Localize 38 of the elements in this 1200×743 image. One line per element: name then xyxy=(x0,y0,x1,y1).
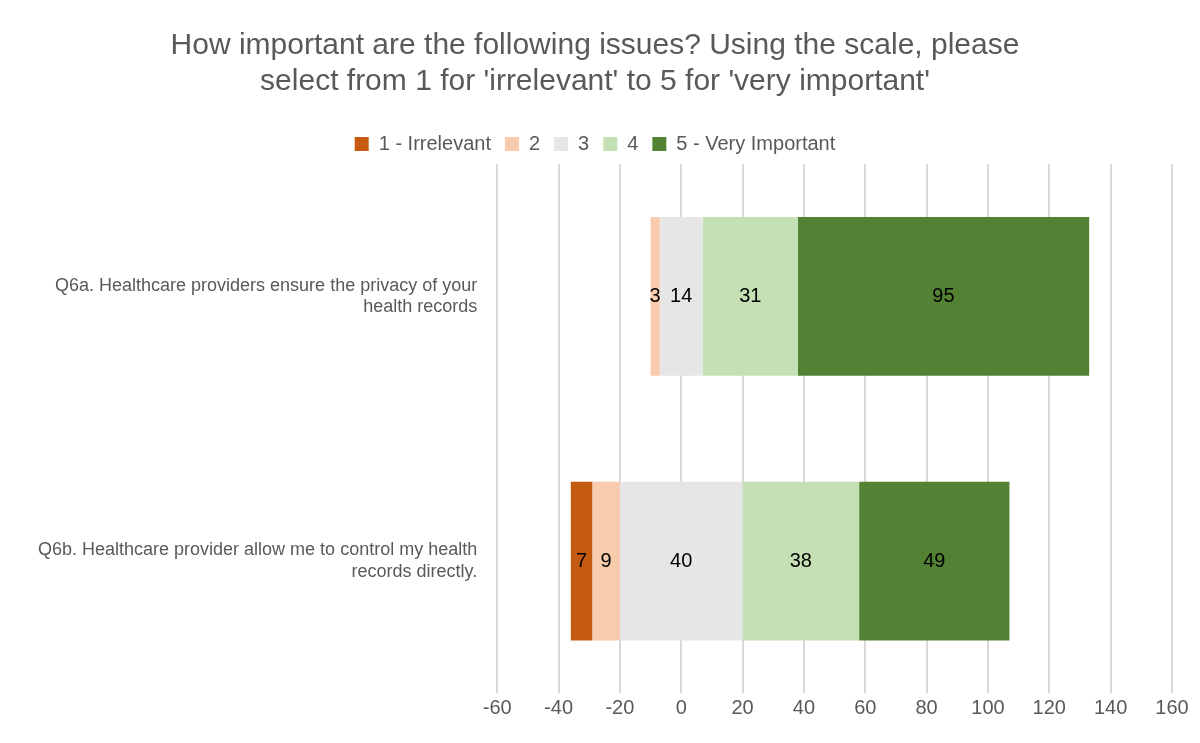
x-tick-label: -60 xyxy=(482,695,512,718)
x-tick-label: 20 xyxy=(731,695,754,718)
y-tick-label: Q6a. Healthcare providers ensure the privacy of your health records xyxy=(54,274,478,317)
x-tick-label: 160 xyxy=(1155,695,1189,718)
x-tick-label: 0 xyxy=(675,695,687,718)
bar xyxy=(742,481,860,641)
legend-label: 3 xyxy=(578,131,590,154)
chart-title: How important are the following issues? Using the scale, please select from 1 for 'irrelevant' to 5 for 'very important' xyxy=(170,27,1020,97)
data-label: 3 xyxy=(649,283,661,306)
data-label: 38 xyxy=(789,548,812,571)
x-tick-label: 80 xyxy=(915,695,938,718)
legend-label: 2 xyxy=(528,131,541,154)
legend-label: 4 xyxy=(627,131,639,154)
x-tick-label: 100 xyxy=(971,695,1005,718)
legend-label: 5 - Very Important xyxy=(676,131,836,154)
data-label: 49 xyxy=(923,548,946,571)
bar xyxy=(859,481,1010,641)
x-tick-label: -20 xyxy=(605,695,635,718)
bar xyxy=(702,216,798,376)
bar xyxy=(570,481,593,641)
data-label: 7 xyxy=(575,548,588,571)
data-label: 31 xyxy=(739,283,762,306)
x-tick-label: 40 xyxy=(792,695,816,718)
x-tick-label: -40 xyxy=(544,695,573,718)
data-label: 40 xyxy=(670,548,693,571)
bar xyxy=(659,216,703,376)
bar xyxy=(592,481,620,641)
bar xyxy=(619,481,743,641)
x-tick-label: 60 xyxy=(854,695,877,718)
data-label: 9 xyxy=(600,548,612,571)
legend-label: 1 - Irrelevant xyxy=(378,131,492,154)
bar xyxy=(797,216,1090,376)
y-tick-label: Q6b. Healthcare provider allow me to control my health records directly. xyxy=(37,539,478,581)
x-tick-label: 120 xyxy=(1032,695,1066,718)
data-label: 95 xyxy=(932,283,955,306)
bar xyxy=(650,216,660,376)
data-label: 14 xyxy=(670,283,693,306)
x-tick-label: 140 xyxy=(1093,695,1128,718)
